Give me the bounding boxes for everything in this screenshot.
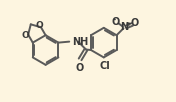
Text: O: O bbox=[76, 63, 84, 73]
Text: -: - bbox=[113, 16, 116, 25]
Text: NH: NH bbox=[72, 37, 89, 47]
Text: O: O bbox=[111, 17, 120, 27]
Text: O: O bbox=[22, 31, 30, 40]
Text: Cl: Cl bbox=[99, 61, 110, 71]
Text: N: N bbox=[120, 22, 128, 32]
Text: +: + bbox=[125, 21, 131, 27]
Text: O: O bbox=[130, 18, 139, 28]
Text: O: O bbox=[36, 21, 43, 30]
